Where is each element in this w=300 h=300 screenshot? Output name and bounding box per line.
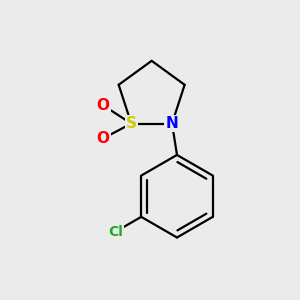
Text: O: O bbox=[97, 98, 110, 113]
Text: N: N bbox=[166, 116, 178, 131]
Text: Cl: Cl bbox=[108, 225, 123, 239]
Text: S: S bbox=[126, 116, 137, 131]
Text: O: O bbox=[97, 131, 110, 146]
